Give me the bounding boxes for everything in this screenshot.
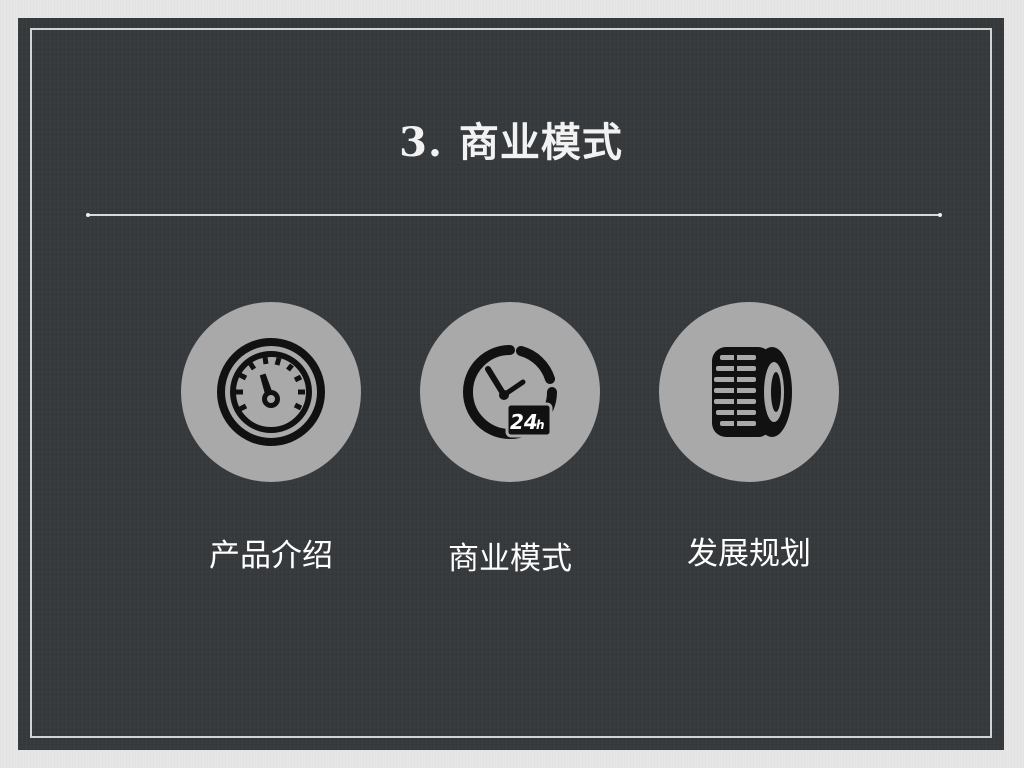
icon-circle xyxy=(181,302,361,482)
item-label: 发展规划 xyxy=(687,536,811,572)
tire-icon xyxy=(712,347,792,437)
clock-24h-icon: 24 h xyxy=(463,345,557,439)
title-divider xyxy=(86,213,942,217)
speedometer-icon xyxy=(217,338,325,446)
svg-text:h: h xyxy=(536,418,545,432)
icon-circle: 24 h xyxy=(420,302,600,482)
nav-item-product-intro[interactable]: 产品介绍 xyxy=(181,302,361,574)
chalkboard: 3. 商业模式 xyxy=(18,18,1004,750)
slide-title: 3. 商业模式 xyxy=(18,110,1004,168)
title-number: 3. xyxy=(399,119,443,166)
nav-item-business-model[interactable]: 24 h 商业模式 xyxy=(420,302,600,577)
nav-item-development-plan[interactable]: 发展规划 xyxy=(659,302,839,572)
svg-text:24: 24 xyxy=(510,410,538,434)
item-label: 产品介绍 xyxy=(209,538,333,574)
title-text: 商业模式 xyxy=(458,119,623,166)
icon-circle xyxy=(659,302,839,482)
item-label: 商业模式 xyxy=(448,541,572,577)
